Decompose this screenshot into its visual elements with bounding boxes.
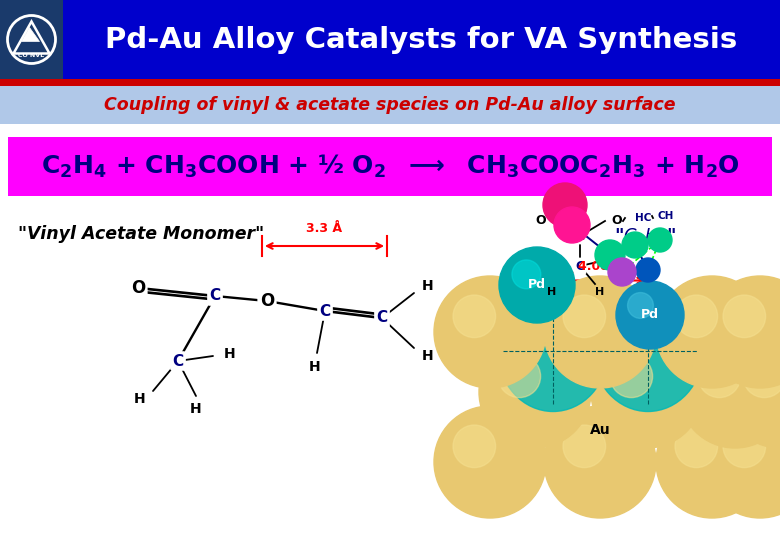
Bar — [0, 79, 780, 86]
Text: C: C — [377, 310, 388, 326]
Text: H: H — [309, 360, 321, 374]
Circle shape — [704, 276, 780, 388]
Text: H: H — [134, 392, 146, 406]
Circle shape — [622, 232, 648, 258]
Text: 3.3 Å: 3.3 Å — [307, 222, 342, 235]
Ellipse shape — [498, 291, 608, 411]
Text: Pd-Au Alloy Catalysts for VA Synthesis: Pd-Au Alloy Catalysts for VA Synthesis — [105, 25, 738, 53]
Circle shape — [453, 295, 495, 338]
Text: C: C — [576, 230, 584, 242]
Circle shape — [723, 425, 766, 468]
Text: Au: Au — [590, 423, 610, 437]
Bar — [0, 0, 780, 79]
Circle shape — [591, 336, 703, 448]
Circle shape — [434, 406, 546, 518]
Text: O: O — [536, 214, 546, 227]
Circle shape — [675, 295, 718, 338]
Text: O: O — [260, 292, 274, 310]
Circle shape — [724, 336, 780, 448]
Text: H: H — [595, 287, 604, 297]
Circle shape — [723, 295, 766, 338]
Text: CH: CH — [658, 211, 674, 221]
Circle shape — [616, 281, 684, 349]
Text: "Vinyl Acetate Monomer": "Vinyl Acetate Monomer" — [18, 225, 264, 243]
Circle shape — [608, 258, 636, 286]
Circle shape — [544, 406, 656, 518]
Text: O: O — [612, 214, 622, 227]
Text: C: C — [210, 288, 221, 303]
Circle shape — [636, 258, 660, 282]
Circle shape — [512, 260, 541, 289]
Bar — [0, 86, 780, 124]
Circle shape — [628, 293, 654, 319]
Circle shape — [595, 240, 625, 270]
Circle shape — [675, 425, 718, 468]
Text: H: H — [224, 347, 236, 361]
Text: CO NVL: CO NVL — [19, 53, 44, 58]
Text: H: H — [611, 254, 619, 264]
Circle shape — [499, 247, 575, 323]
Bar — [0, 0, 63, 79]
Ellipse shape — [593, 291, 703, 411]
Circle shape — [743, 355, 780, 397]
Circle shape — [554, 207, 590, 243]
Circle shape — [453, 425, 495, 468]
Text: C: C — [576, 260, 584, 273]
Circle shape — [656, 406, 768, 518]
Text: Pd: Pd — [528, 279, 546, 292]
Text: C: C — [320, 303, 331, 319]
Text: C: C — [172, 354, 183, 368]
Circle shape — [679, 336, 780, 448]
Text: $\mathbf{C_2H_4}$ $\mathbf{+}$ $\mathbf{CH_3COOH}$ $\mathbf{+}$ $\mathbf{½}$ $\m: $\mathbf{C_2H_4}$ $\mathbf{+}$ $\mathbf{… — [41, 153, 739, 180]
Text: H: H — [190, 402, 202, 416]
Circle shape — [543, 183, 587, 227]
Circle shape — [704, 406, 780, 518]
Text: H: H — [422, 349, 434, 363]
Circle shape — [544, 276, 656, 388]
Circle shape — [698, 355, 740, 397]
Polygon shape — [22, 28, 40, 42]
Text: 4.08 Å: 4.08 Å — [578, 260, 623, 273]
Text: O: O — [131, 279, 145, 297]
Circle shape — [563, 425, 605, 468]
Circle shape — [498, 355, 541, 397]
Text: H: H — [422, 279, 434, 293]
Circle shape — [648, 228, 672, 252]
Text: HC: HC — [635, 213, 651, 223]
Text: Coupling of vinyl & acetate species on Pd-Au alloy surface: Coupling of vinyl & acetate species on P… — [105, 96, 675, 114]
Circle shape — [479, 336, 591, 448]
Circle shape — [563, 295, 605, 338]
Bar — [8, 137, 772, 196]
Circle shape — [656, 276, 768, 388]
Text: "$\mathit{C_2H_4}$": "$\mathit{C_2H_4}$" — [614, 226, 676, 246]
Text: Pd: Pd — [641, 308, 659, 321]
Text: H: H — [548, 287, 557, 297]
Circle shape — [610, 355, 653, 397]
Circle shape — [434, 276, 546, 388]
